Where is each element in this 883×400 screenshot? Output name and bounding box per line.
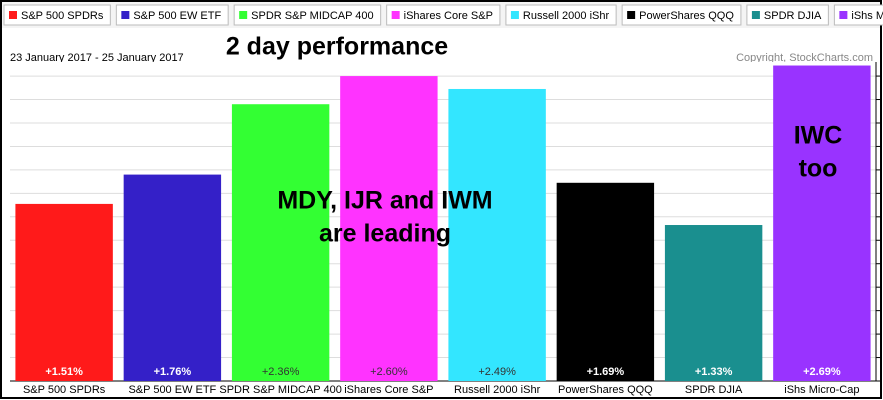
value-label: +2.36% xyxy=(262,366,300,378)
annotation: too xyxy=(799,155,838,183)
legend-box xyxy=(3,4,111,26)
copyright: Copyright, StockCharts.com xyxy=(736,52,873,64)
bar xyxy=(15,203,113,381)
value-label: +1.51% xyxy=(45,366,83,378)
legend-label: S&P 500 EW ETF xyxy=(133,10,221,22)
legend-swatch xyxy=(391,11,400,19)
bar xyxy=(123,174,222,381)
legend-swatch xyxy=(751,11,760,19)
legend-label: S&P 500 SPDRs xyxy=(21,10,104,22)
bar xyxy=(340,76,438,381)
bar xyxy=(231,104,330,382)
value-label: +2.60% xyxy=(370,366,408,378)
legend-box xyxy=(833,4,883,26)
legend: S&P 500 SPDRs S&P 500 EW ETF SPDR S&P MIDC… xyxy=(3,4,883,26)
legend-label: iShares Core S&P xyxy=(404,10,493,22)
legend-box xyxy=(505,4,617,26)
legend-label: iShs Micro-Cap xyxy=(851,10,883,22)
legend-label: SPDR S&P MIDCAP 400 xyxy=(251,10,373,22)
legend-box xyxy=(115,4,229,26)
value-label: +1.33% xyxy=(695,366,733,378)
legend-swatch xyxy=(239,11,248,19)
legend-box xyxy=(621,4,742,26)
legend-swatch xyxy=(9,11,17,19)
annotation: MDY, IJR and IWM xyxy=(277,187,492,215)
legend-swatch xyxy=(121,11,130,19)
legend-box xyxy=(746,4,829,26)
legend-swatch xyxy=(627,11,636,19)
x-tick-label: Russell 2000 iShr xyxy=(454,384,541,396)
x-tick-label: S&P 500 SPDRs xyxy=(23,384,106,396)
value-label: +2.69% xyxy=(803,366,841,378)
legend-label: PowerShares QQQ xyxy=(639,10,734,22)
bar xyxy=(773,65,871,382)
x-tick-label: SPDR S&P MIDCAP 400 xyxy=(219,384,341,396)
bar xyxy=(448,88,546,381)
legend-box xyxy=(386,4,501,26)
x-tick-label: iShares Core S&P xyxy=(344,384,433,396)
bar xyxy=(664,225,763,381)
x-tick-label: iShs Micro-Cap xyxy=(784,384,859,396)
annotation: IWC xyxy=(794,122,843,150)
date-range: 23 January 2017 - 25 January 2017 xyxy=(10,52,184,64)
annotation: are leading xyxy=(319,220,451,248)
x-tick-label: SPDR DJIA xyxy=(685,384,743,396)
bar xyxy=(556,182,655,381)
legend-label: SPDR DJIA xyxy=(764,10,822,22)
legend-swatch xyxy=(510,11,519,19)
value-label: +1.69% xyxy=(587,366,625,378)
legend-swatch xyxy=(839,11,848,19)
chart-title: 2 day performance xyxy=(226,33,448,61)
value-label: +2.49% xyxy=(478,366,516,378)
legend-label: Russell 2000 iShr xyxy=(523,10,610,22)
x-tick-label: S&P 500 EW ETF xyxy=(128,384,216,396)
value-label: +1.76% xyxy=(154,366,192,378)
legend-box xyxy=(233,4,382,26)
x-tick-label: PowerShares QQQ xyxy=(558,384,653,396)
